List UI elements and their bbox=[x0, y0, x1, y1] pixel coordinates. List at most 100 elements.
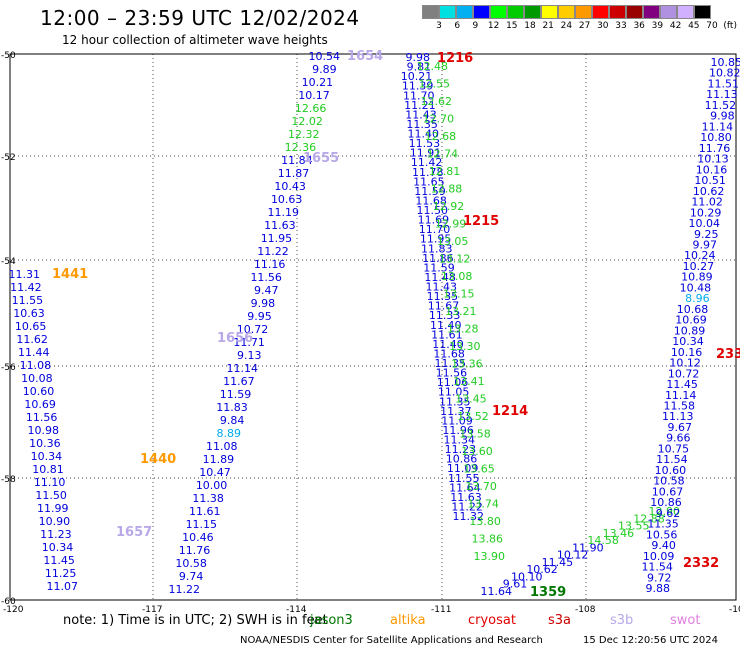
satellite-legend-jason3: jason3 bbox=[310, 613, 353, 628]
track-d-swh: 13.90 bbox=[474, 550, 506, 563]
track-d-swh: 13.05 bbox=[437, 235, 469, 248]
track-f-swh: 10.56 bbox=[646, 528, 678, 541]
track-f-swh: 11.35 bbox=[647, 518, 679, 531]
track-d-swh: 13.70 bbox=[465, 480, 497, 493]
track-c-swh: 11.83 bbox=[421, 242, 453, 255]
track-e-swh: 10.62 bbox=[526, 563, 558, 576]
track-a-swh: 11.50 bbox=[35, 489, 67, 502]
pass-number-label: 1440 bbox=[140, 452, 176, 467]
track-c-swh: 11.35 bbox=[439, 395, 471, 408]
track-d-swh: 13.58 bbox=[459, 428, 491, 441]
color-scale-label: 42 bbox=[669, 21, 682, 31]
track-c-swh: 11.43 bbox=[426, 281, 458, 294]
color-scale-swatch bbox=[694, 5, 711, 19]
pass-number-label: 1654 bbox=[347, 49, 383, 64]
track-b-swh: 9.13 bbox=[237, 349, 262, 362]
track-a-swh: 10.36 bbox=[29, 437, 61, 450]
track-a-swh: 10.65 bbox=[15, 320, 47, 333]
track-c-swh: 11.21 bbox=[404, 99, 436, 112]
track-e-swh: 11.45 bbox=[542, 556, 574, 569]
track-e-swh: 13.55 bbox=[618, 520, 650, 533]
generation-timestamp: 15 Dec 12:20:56 UTC 2024 bbox=[583, 635, 718, 646]
track-d-swh: 13.65 bbox=[463, 463, 495, 476]
track-d-swh: 13.60 bbox=[461, 445, 493, 458]
wave-height-color-scale bbox=[422, 5, 711, 19]
track-b-swh: 11.56 bbox=[250, 271, 282, 284]
track-a-swh: 10.63 bbox=[13, 307, 45, 320]
track-a-swh: 10.34 bbox=[31, 450, 63, 463]
color-scale-labels: 3 6 9 12 15 18 21 24 27 30 33 36 39 42 45 70 (ft) bbox=[422, 21, 740, 33]
satellite-legend-cryosat: cryosat bbox=[468, 613, 516, 628]
track-f-swh: 9.98 bbox=[710, 110, 735, 123]
track-c-swh: 11.96 bbox=[442, 424, 474, 437]
track-c-swh: 11.35 bbox=[406, 118, 438, 131]
track-b-swh: 12.32 bbox=[288, 128, 320, 141]
track-a-swh: 11.55 bbox=[12, 294, 44, 307]
track-a-swh: 11.31 bbox=[9, 268, 41, 281]
track-f-swh: 10.82 bbox=[709, 67, 740, 80]
track-c-swh: 11.40 bbox=[430, 319, 462, 332]
track-f-swh: 10.16 bbox=[696, 163, 728, 176]
track-f-swh: 10.89 bbox=[681, 271, 713, 284]
track-b-swh: 10.54 bbox=[309, 50, 341, 63]
pass-number-label: 1656 bbox=[217, 331, 253, 346]
track-f-swh: 9.67 bbox=[668, 421, 693, 434]
track-b-swh: 11.08 bbox=[206, 440, 238, 453]
color-scale-swatch bbox=[507, 5, 524, 19]
track-f-swh: 10.80 bbox=[700, 131, 732, 144]
track-c-swh: 11.22 bbox=[451, 500, 483, 513]
track-b-swh: 10.58 bbox=[175, 557, 207, 570]
track-f-swh: 8.96 bbox=[685, 292, 710, 305]
track-b-swh: 8.89 bbox=[216, 427, 241, 440]
track-f-swh: 10.72 bbox=[668, 367, 700, 380]
track-b-swh: 9.47 bbox=[254, 284, 279, 297]
track-f-swh: 11.02 bbox=[691, 196, 723, 209]
color-scale-label: 30 bbox=[597, 21, 609, 31]
track-b-swh: 11.19 bbox=[268, 206, 300, 219]
color-scale-label: 70 bbox=[706, 21, 718, 31]
track-f-swh: 9.72 bbox=[647, 571, 672, 584]
track-f-swh: 9.88 bbox=[646, 582, 671, 595]
track-b-swh: 11.22 bbox=[257, 245, 289, 258]
longitude-label: -108 bbox=[575, 605, 596, 615]
track-b-swh: 11.76 bbox=[179, 544, 211, 557]
track-c-swh: 11.48 bbox=[424, 271, 456, 284]
track-b-swh: 11.14 bbox=[227, 362, 259, 375]
longitude-label: -117 bbox=[142, 605, 162, 615]
track-f-swh: 10.58 bbox=[653, 475, 685, 488]
color-scale-label: 3 bbox=[436, 21, 442, 31]
track-c-swh: 11.59 bbox=[414, 185, 446, 198]
track-c-swh: 11.91 bbox=[410, 147, 442, 160]
track-c-swh: 10.21 bbox=[401, 70, 433, 83]
track-c-swh: 11.70 bbox=[419, 223, 451, 236]
satellite-legend-altika: altika bbox=[390, 613, 426, 628]
track-b-swh: 10.21 bbox=[302, 76, 334, 89]
track-e-swh: 9.61 bbox=[503, 578, 528, 591]
track-b-swh: 9.84 bbox=[220, 414, 245, 427]
track-d-swh: 13.80 bbox=[469, 515, 501, 528]
color-scale-label: 9 bbox=[472, 21, 479, 31]
track-a-swh: 11.42 bbox=[10, 281, 42, 294]
longitude-label: -111 bbox=[431, 605, 451, 615]
color-scale-swatch bbox=[660, 5, 677, 19]
track-f-swh: 10.04 bbox=[688, 217, 720, 230]
track-b-swh: 11.83 bbox=[216, 401, 248, 414]
track-d-swh: 12.92 bbox=[433, 200, 465, 213]
track-b-swh: 10.46 bbox=[182, 531, 214, 544]
track-f-swh: 11.76 bbox=[699, 142, 731, 155]
pass-number-label: 1655 bbox=[303, 151, 339, 166]
track-f-swh: 9.97 bbox=[693, 238, 718, 251]
track-f-swh: 10.27 bbox=[683, 260, 715, 273]
track-c-swh: 11.56 bbox=[436, 367, 468, 380]
color-scale-swatch bbox=[439, 5, 456, 19]
color-scale-swatch bbox=[422, 5, 439, 19]
color-scale-label: 45 bbox=[688, 21, 700, 31]
track-b-swh: 10.17 bbox=[298, 89, 330, 102]
track-a-swh: 11.07 bbox=[47, 580, 79, 593]
track-d-swh: 13.74 bbox=[467, 498, 499, 511]
color-scale-swatch bbox=[575, 5, 592, 19]
track-c-swh: 9.98 bbox=[406, 51, 431, 64]
track-f-swh: 9.40 bbox=[651, 539, 676, 552]
track-c-swh: 11.55 bbox=[448, 472, 480, 485]
track-a-swh: 10.34 bbox=[42, 541, 74, 554]
